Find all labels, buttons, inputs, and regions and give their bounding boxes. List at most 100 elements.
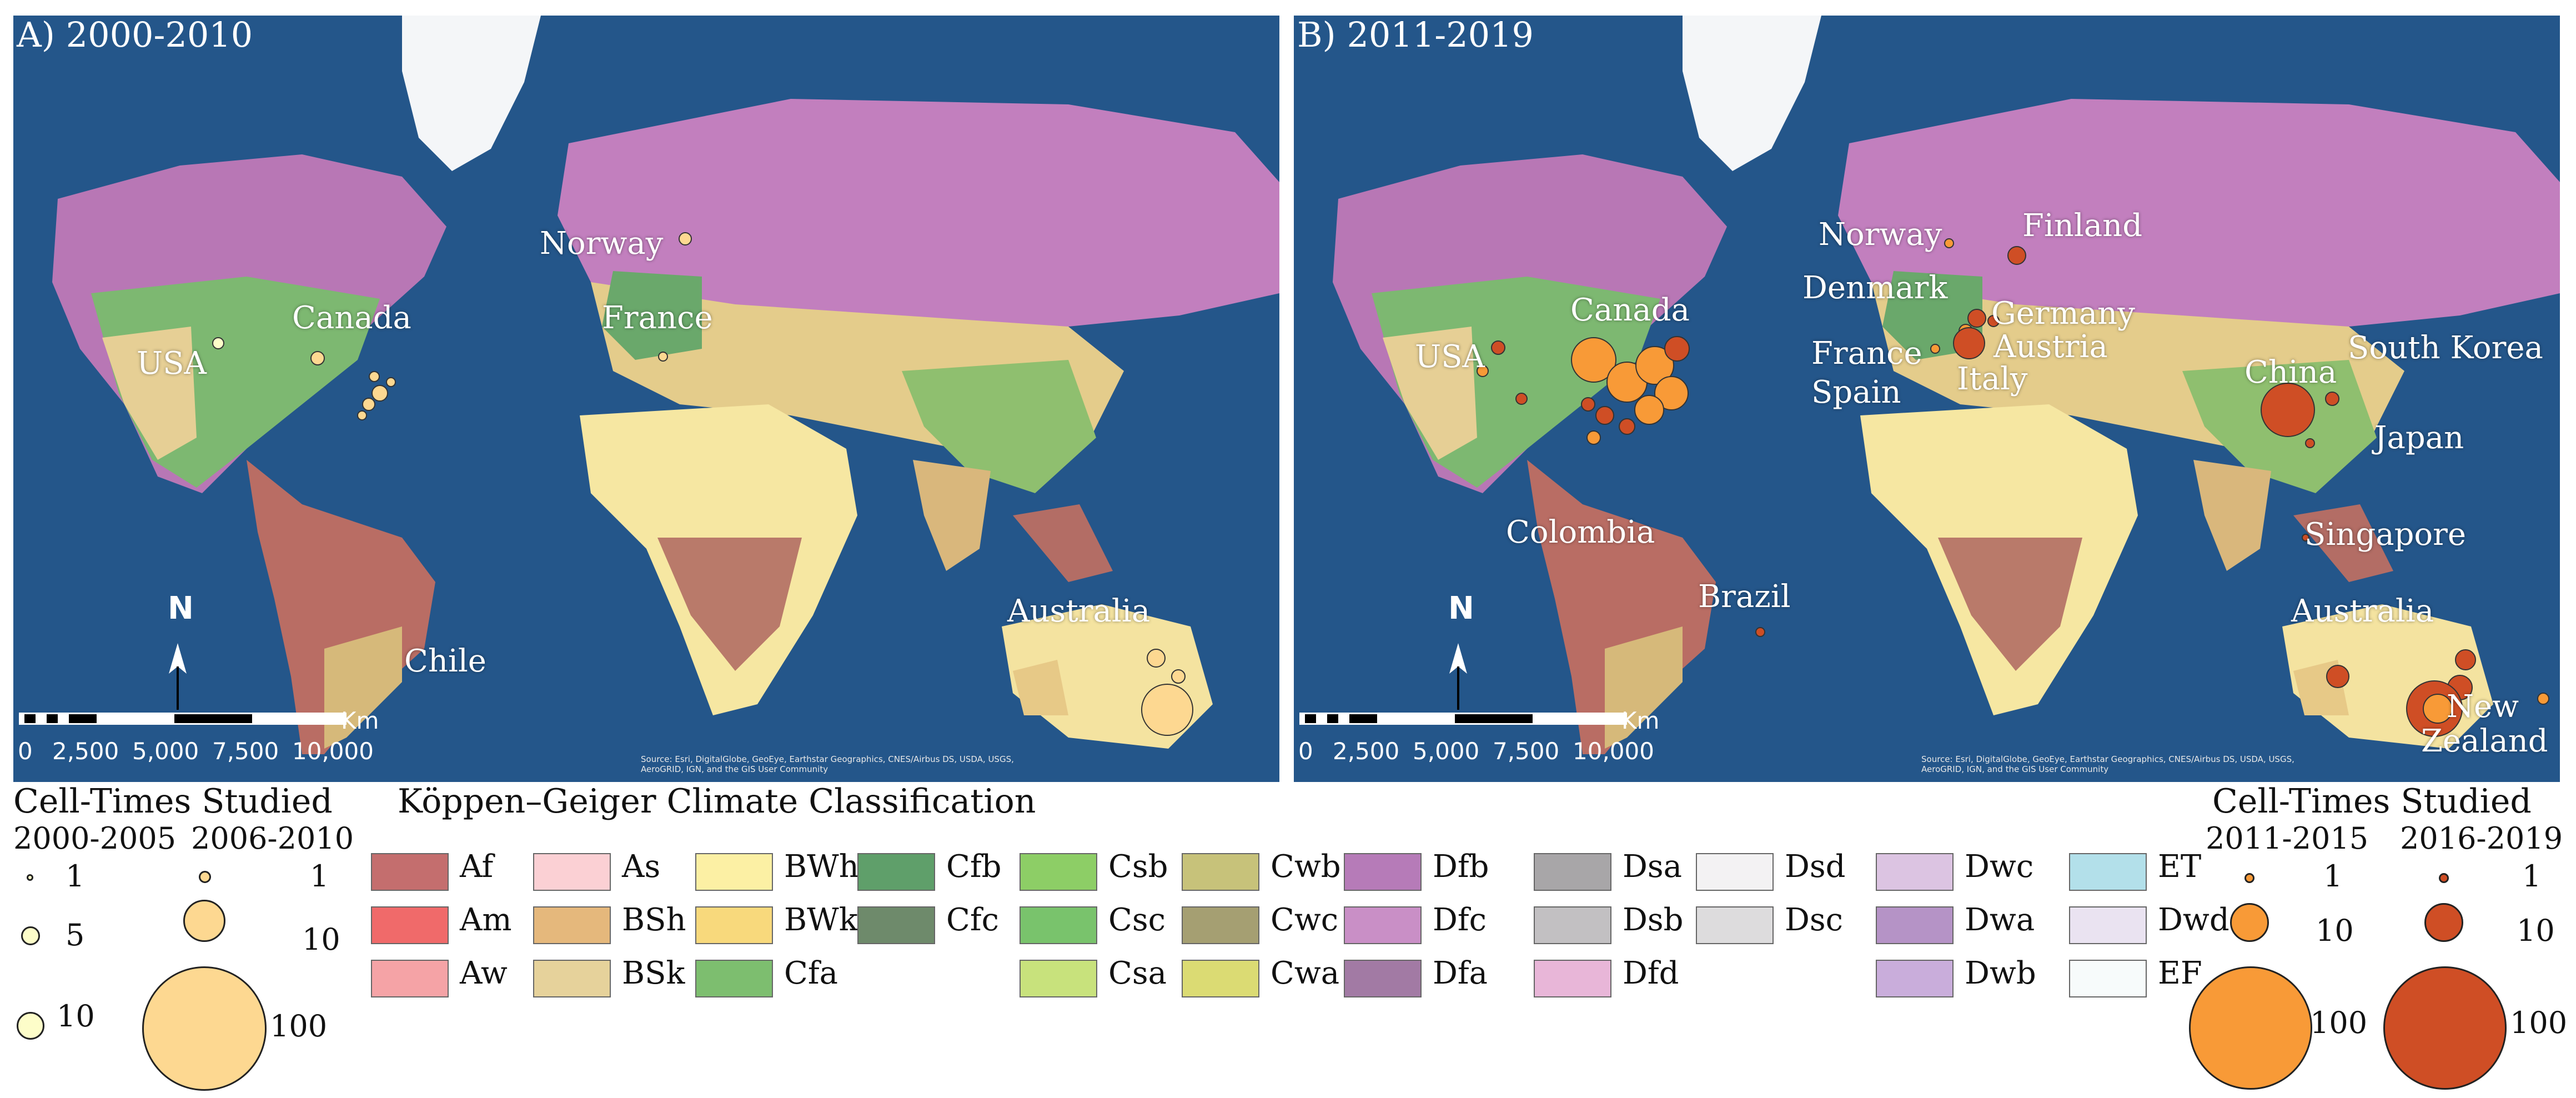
world-map-b [1294, 16, 2560, 782]
legend-period: 2006-2010 [191, 821, 354, 856]
map-panel-2000-2010: A) 2000-2010 Norway Canada France USA Au… [13, 16, 1279, 782]
scale-tick: 7,500 [1493, 738, 1560, 765]
place-label: France [602, 300, 713, 336]
size-label: 1 [2323, 859, 2343, 894]
legend-period: 2011-2015 [2206, 821, 2369, 856]
size-swatch [183, 900, 225, 942]
world-map-a [13, 16, 1279, 782]
place-label: China [2244, 354, 2337, 390]
koppen-code: Cfa [784, 955, 838, 991]
koppen-swatch [2069, 906, 2147, 944]
size-swatch [2230, 903, 2269, 942]
koppen-code: BSk [622, 955, 685, 991]
place-label: New [2447, 689, 2519, 725]
place-label: Chile [404, 643, 486, 679]
koppen-code: As [622, 849, 661, 885]
koppen-swatch [2069, 853, 2147, 891]
koppen-swatch [2069, 960, 2147, 997]
koppen-code: Cfc [946, 902, 999, 938]
koppen-title: Köppen–Geiger Climate Classification [398, 782, 1036, 821]
legend-period: 2016-2019 [2400, 821, 2563, 856]
place-label: Australia [2291, 593, 2434, 629]
koppen-code: ET [2158, 849, 2202, 885]
size-swatch [2383, 966, 2507, 1090]
koppen-code: Af [460, 849, 494, 885]
koppen-swatch [1182, 960, 1259, 997]
place-label: Finland [2022, 208, 2143, 244]
koppen-swatch [1344, 906, 1422, 944]
place-label: Colombia [1506, 514, 1655, 550]
koppen-swatch [1344, 853, 1422, 891]
scale-tick: 10,000 [292, 738, 374, 765]
koppen-swatch [1696, 906, 1774, 944]
legend-title: Cell-Times Studied [2212, 782, 2532, 821]
koppen-swatch [1182, 853, 1259, 891]
koppen-code: Dwc [1965, 849, 2034, 885]
place-label: France [1811, 335, 1922, 372]
size-label: 1 [310, 859, 329, 894]
size-swatch [21, 926, 40, 945]
size-swatch [199, 871, 211, 883]
koppen-code: Dwa [1965, 902, 2035, 938]
koppen-swatch [533, 960, 611, 997]
koppen-swatch [1020, 853, 1097, 891]
size-label: 100 [2510, 1005, 2568, 1040]
place-label: Norway [540, 225, 664, 262]
koppen-code: Csa [1108, 955, 1167, 991]
place-label: Zealand [2421, 723, 2548, 759]
koppen-code: Cwb [1271, 849, 1341, 885]
place-label: Austria [1993, 329, 2108, 365]
koppen-code: Am [460, 902, 512, 938]
place-label: Singapore [2304, 517, 2467, 553]
scale-unit: Km [1621, 707, 1660, 734]
size-swatch [17, 1012, 44, 1040]
koppen-code: Cfb [946, 849, 1002, 885]
koppen-swatch [1876, 853, 1954, 891]
koppen-swatch [1534, 960, 1611, 997]
size-swatch [27, 874, 33, 881]
koppen-swatch [857, 906, 935, 944]
scale-tick: 2,500 [1333, 738, 1400, 765]
size-swatch [142, 966, 267, 1091]
koppen-swatch [371, 906, 449, 944]
size-swatch [2189, 966, 2312, 1090]
place-label: Norway [1819, 217, 1942, 253]
koppen-swatch [1534, 853, 1611, 891]
koppen-swatch [1020, 960, 1097, 997]
koppen-swatch [695, 906, 773, 944]
koppen-swatch [695, 853, 773, 891]
size-label: 10 [2517, 913, 2555, 948]
scale-tick: 5,000 [132, 738, 199, 765]
size-swatch [2424, 903, 2463, 942]
koppen-code: Dwd [2158, 902, 2229, 938]
size-label: 10 [302, 922, 340, 957]
scale-tick: 0 [18, 738, 33, 765]
size-label: 5 [66, 917, 85, 952]
place-label: Denmark [1802, 270, 1948, 306]
size-swatch [2439, 873, 2449, 883]
panel-title: B) 2011-2019 [1297, 16, 1534, 55]
scale-tick: 10,000 [1573, 738, 1654, 765]
legend-period: 2000-2005 [13, 821, 177, 856]
size-label: 1 [66, 859, 85, 894]
koppen-code: Dsb [1623, 902, 1684, 938]
place-label: Brazil [1698, 579, 1791, 615]
koppen-code: Dfd [1623, 955, 1679, 991]
scale-tick: 2,500 [52, 738, 119, 765]
scale-tick: 5,000 [1413, 738, 1480, 765]
place-label: USA [137, 345, 207, 382]
koppen-swatch [857, 853, 935, 891]
koppen-code: EF [2158, 955, 2202, 991]
koppen-code: Dsd [1785, 849, 1846, 885]
koppen-code: Csc [1108, 902, 1166, 938]
size-swatch [2244, 873, 2254, 883]
koppen-swatch [533, 906, 611, 944]
koppen-swatch [1344, 960, 1422, 997]
size-label: 100 [2310, 1005, 2368, 1040]
legend-title: Cell-Times Studied [13, 782, 333, 821]
place-label: Japan [2374, 420, 2464, 456]
place-label: Canada [292, 300, 411, 336]
koppen-swatch [371, 960, 449, 997]
koppen-code: BSh [622, 902, 686, 938]
koppen-code: BWk [784, 902, 858, 938]
